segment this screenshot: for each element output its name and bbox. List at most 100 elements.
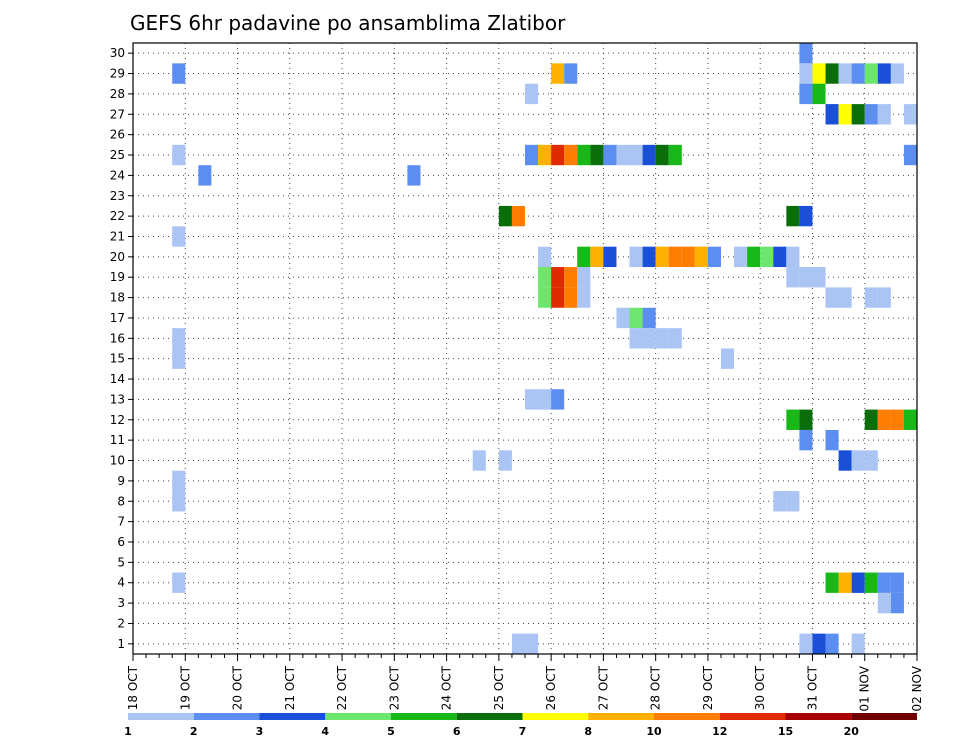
data-cell <box>551 267 565 288</box>
data-cell <box>525 83 539 105</box>
y-tick-label: 5 <box>117 555 125 569</box>
colorbar-label: 12 <box>712 725 727 738</box>
data-cell <box>172 572 186 593</box>
data-cell <box>564 144 578 166</box>
data-cell <box>629 246 643 268</box>
data-cell <box>590 144 604 166</box>
data-cell <box>629 328 643 349</box>
y-tick-label: 16 <box>110 331 125 345</box>
data-cell <box>407 165 421 186</box>
data-cell <box>721 348 735 369</box>
y-tick-label: 25 <box>110 148 125 162</box>
y-tick-label: 17 <box>110 311 125 325</box>
data-cell <box>877 409 891 430</box>
colorbar-swatch <box>719 713 786 720</box>
data-cell <box>525 389 539 410</box>
data-cell <box>864 450 878 471</box>
data-cell <box>838 450 852 471</box>
y-tick-label: 19 <box>110 270 125 284</box>
data-cell <box>825 63 839 84</box>
data-cell <box>551 389 565 410</box>
colorbar-swatch <box>193 713 260 720</box>
y-tick-label: 24 <box>110 168 125 182</box>
y-tick-label: 20 <box>110 250 125 264</box>
y-tick-label: 6 <box>117 535 125 549</box>
data-cell <box>903 144 917 166</box>
y-tick-label: 26 <box>110 128 125 142</box>
data-cell <box>903 409 917 430</box>
y-tick-label: 23 <box>110 189 125 203</box>
y-tick-label: 22 <box>110 209 125 223</box>
data-cell <box>564 267 578 288</box>
y-tick-label: 1 <box>117 637 125 651</box>
data-cell <box>773 246 787 268</box>
data-cell <box>629 144 643 166</box>
data-cell <box>655 144 669 166</box>
data-cell <box>786 491 800 512</box>
data-cell <box>799 633 813 654</box>
x-tick-label: 28 OCT <box>649 665 663 710</box>
data-cell <box>838 287 852 308</box>
data-cell <box>864 287 878 308</box>
x-tick-label: 24 OCT <box>440 665 454 710</box>
y-tick-label: 8 <box>117 494 125 508</box>
data-cell <box>172 144 186 166</box>
y-tick-label: 3 <box>117 596 125 610</box>
data-cell <box>655 246 669 268</box>
data-cell <box>172 348 186 369</box>
data-cell <box>799 205 813 227</box>
y-tick-label: 11 <box>110 433 125 447</box>
data-cell <box>812 83 826 105</box>
data-cell <box>511 633 525 654</box>
x-tick-label: 29 OCT <box>701 665 715 710</box>
data-cell <box>825 572 839 593</box>
data-cell <box>864 63 878 84</box>
data-cell <box>172 328 186 349</box>
y-tick-label: 28 <box>110 87 125 101</box>
data-cell <box>890 409 904 430</box>
data-cell <box>172 470 186 492</box>
x-tick-label: 30 OCT <box>753 665 767 710</box>
data-cell <box>838 104 852 125</box>
data-cell <box>472 450 486 471</box>
data-cell <box>851 450 865 471</box>
y-tick-label: 29 <box>110 67 125 81</box>
data-cell <box>903 104 917 125</box>
data-cell <box>616 307 630 329</box>
x-tick-label: 31 OCT <box>805 665 819 710</box>
data-cell <box>812 267 826 288</box>
data-cell <box>642 144 656 166</box>
data-cell <box>590 246 604 268</box>
data-cell <box>786 267 800 288</box>
data-cell <box>799 409 813 430</box>
data-cell <box>551 63 565 84</box>
data-cell <box>577 287 591 308</box>
x-tick-label: 21 OCT <box>283 665 297 710</box>
y-tick-label: 30 <box>110 46 125 60</box>
data-cell <box>603 144 617 166</box>
colorbar-label: 1 <box>124 725 132 738</box>
x-tick-label: 26 OCT <box>544 665 558 710</box>
data-cell <box>538 144 552 166</box>
data-cell <box>812 633 826 654</box>
y-axis: 1234567891011121314151617181920212223242… <box>110 46 133 651</box>
colorbar-label: 20 <box>844 725 860 738</box>
colorbar-swatch <box>325 713 391 720</box>
data-cell <box>877 63 891 84</box>
y-tick-label: 12 <box>110 413 125 427</box>
data-cell <box>172 491 186 512</box>
colorbar-label: 4 <box>321 725 329 738</box>
y-tick-label: 18 <box>110 291 125 305</box>
x-tick-label: 02 NOV <box>910 665 924 711</box>
colorbar-swatch <box>851 713 917 720</box>
data-cell <box>773 491 787 512</box>
data-cell <box>760 246 774 268</box>
data-cell <box>812 63 826 84</box>
data-cell <box>551 287 565 308</box>
chart-title: GEFS 6hr padavine po ansamblima Zlatibor <box>130 11 566 35</box>
colorbar-swatch <box>391 713 457 720</box>
data-cell <box>629 307 643 329</box>
y-tick-label: 13 <box>110 392 125 406</box>
data-cell <box>786 246 800 268</box>
data-cell <box>564 287 578 308</box>
